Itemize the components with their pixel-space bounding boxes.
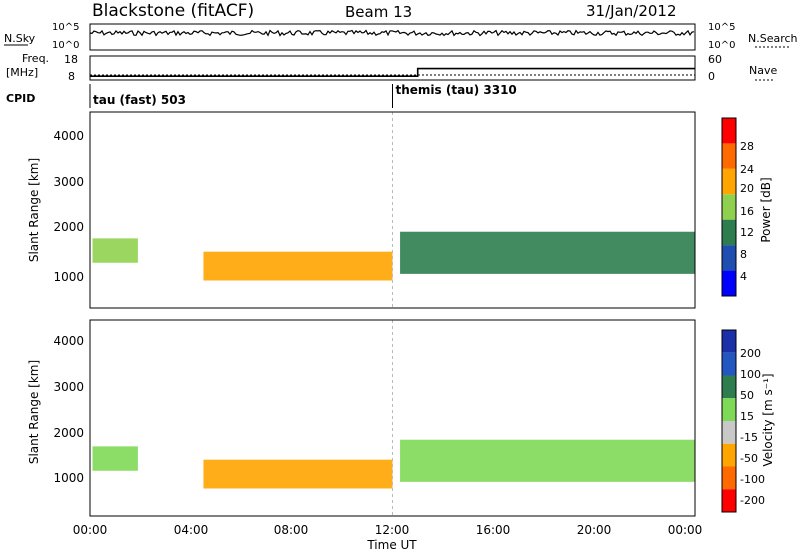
colorbar-frame bbox=[721, 117, 737, 297]
cpid-label: CPID bbox=[6, 92, 35, 105]
velocity-cbar-tick-m200: -200 bbox=[740, 494, 765, 507]
xtick-16: 16:00 bbox=[476, 523, 511, 537]
velocity-cbar-tick-15: 15 bbox=[740, 410, 754, 423]
power-cbar-tick-4: 4 bbox=[740, 270, 747, 283]
velocity-panel-frame bbox=[89, 319, 696, 517]
power-colorbar-label: Power [dB] bbox=[759, 177, 773, 242]
power-colorbar bbox=[721, 117, 737, 297]
velocity-cbar-tick-m100: -100 bbox=[740, 473, 765, 486]
power-ytick-3000: 3000 bbox=[53, 175, 84, 189]
noise-right-tick-bottom: 10^0 bbox=[708, 40, 735, 51]
echo-band bbox=[400, 231, 695, 274]
noise-line bbox=[89, 29, 695, 37]
colorbar-swatch bbox=[722, 398, 736, 421]
nave-label: Nave bbox=[749, 64, 777, 77]
power-ytick-4000: 4000 bbox=[53, 129, 84, 143]
velocity-ytick-2000: 2000 bbox=[53, 426, 84, 440]
velocity-cbar-tick-m50: -50 bbox=[740, 452, 758, 465]
colorbar-swatch bbox=[722, 466, 736, 490]
power-ytick-1000: 1000 bbox=[53, 270, 84, 284]
beam-title: Beam 13 bbox=[345, 3, 412, 21]
power-cbar-tick-20: 20 bbox=[740, 182, 754, 195]
velocity-cbar-tick-200: 200 bbox=[740, 347, 761, 360]
xtick-4: 04:00 bbox=[174, 523, 209, 537]
noise-left-label: N.Sky bbox=[4, 32, 36, 45]
colorbar-swatch bbox=[722, 168, 736, 195]
colorbar-swatch bbox=[722, 270, 736, 296]
frequency-step-line bbox=[90, 67, 695, 77]
noise-right-tick-top: 10^5 bbox=[708, 22, 735, 33]
echo-band bbox=[203, 251, 393, 281]
velocity-colorbar-label: Velocity [m s⁻¹] bbox=[761, 373, 775, 466]
power-cbar-tick-16: 16 bbox=[740, 205, 754, 218]
xaxis-label: Time UT bbox=[366, 538, 417, 552]
power-cbar-tick-24: 24 bbox=[740, 163, 754, 176]
xtick-24: 00:00 bbox=[668, 523, 703, 537]
xtick-8: 08:00 bbox=[274, 523, 309, 537]
colorbar-swatch bbox=[722, 118, 736, 144]
colorbar-swatch bbox=[722, 375, 736, 399]
velocity-ytick-1000: 1000 bbox=[53, 471, 84, 485]
colorbar-swatch bbox=[722, 489, 736, 512]
freq-label-1: Freq. bbox=[22, 52, 49, 65]
velocity-scatter bbox=[92, 320, 695, 516]
velocity-cbar-tick-50: 50 bbox=[740, 389, 754, 402]
echo-band bbox=[92, 446, 138, 471]
colorbar-swatch bbox=[722, 143, 736, 169]
power-ytick-2000: 2000 bbox=[53, 220, 84, 234]
power-panel-frame bbox=[89, 111, 696, 309]
noise-left-tick-top: 10^5 bbox=[52, 22, 79, 33]
freq-label-2: [MHz] bbox=[6, 66, 38, 79]
velocity-cbar-tick-m15: -15 bbox=[740, 431, 758, 444]
freq-tick-bottom: 8 bbox=[68, 70, 75, 83]
colorbar-swatch bbox=[722, 421, 736, 444]
power-scatter bbox=[92, 112, 695, 308]
cpid-program-2: themis (tau) 3310 bbox=[396, 83, 517, 97]
colorbar-swatch bbox=[722, 443, 736, 467]
xtick-20: 20:00 bbox=[577, 523, 612, 537]
echo-band bbox=[400, 439, 695, 482]
freq-tick-top: 18 bbox=[64, 53, 78, 66]
echo-band bbox=[92, 238, 138, 263]
cpid-program-1: tau (fast) 503 bbox=[93, 93, 186, 107]
colorbar-swatch bbox=[722, 194, 736, 220]
noise-right-label: N.Search bbox=[748, 32, 798, 45]
xtick-0: 00:00 bbox=[73, 523, 108, 537]
colorbar-swatch bbox=[722, 352, 736, 376]
velocity-ytick-4000: 4000 bbox=[53, 334, 84, 348]
velocity-cbar-tick-100: 100 bbox=[740, 368, 761, 381]
velocity-colorbar bbox=[721, 329, 737, 513]
colorbar-swatch bbox=[722, 245, 736, 271]
echo-band bbox=[203, 459, 393, 489]
velocity-ytick-3000: 3000 bbox=[53, 380, 84, 394]
colorbar-swatch bbox=[722, 219, 736, 246]
colorbar-swatch bbox=[722, 330, 736, 353]
power-cbar-tick-28: 28 bbox=[740, 140, 754, 153]
power-cbar-tick-8: 8 bbox=[740, 248, 747, 261]
station-title: Blackstone (fitACF) bbox=[92, 1, 254, 21]
xtick-12: 12:00 bbox=[375, 523, 410, 537]
noise-trace bbox=[89, 29, 695, 37]
nave-tick-top: 60 bbox=[708, 53, 722, 66]
velocity-ylabel: Slant Range [km] bbox=[27, 360, 41, 464]
noise-left-tick-bottom: 10^0 bbox=[52, 40, 79, 51]
date-title: 31/Jan/2012 bbox=[586, 2, 677, 20]
noise-panel-frame bbox=[89, 23, 696, 51]
power-cbar-tick-12: 12 bbox=[740, 226, 754, 239]
colorbar-frame bbox=[721, 329, 737, 513]
nave-tick-bottom: 0 bbox=[708, 70, 715, 83]
power-ylabel: Slant Range [km] bbox=[27, 158, 41, 262]
